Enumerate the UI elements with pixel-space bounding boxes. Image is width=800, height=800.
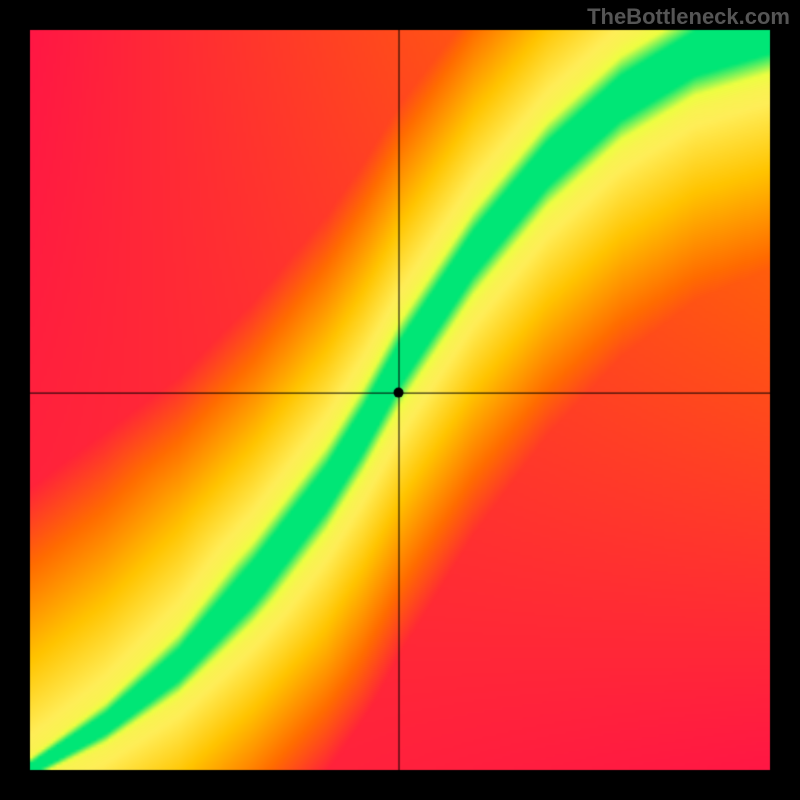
heatmap-canvas: [0, 0, 800, 800]
watermark-label: TheBottleneck.com: [587, 4, 790, 30]
heatmap-plot: [0, 0, 800, 800]
